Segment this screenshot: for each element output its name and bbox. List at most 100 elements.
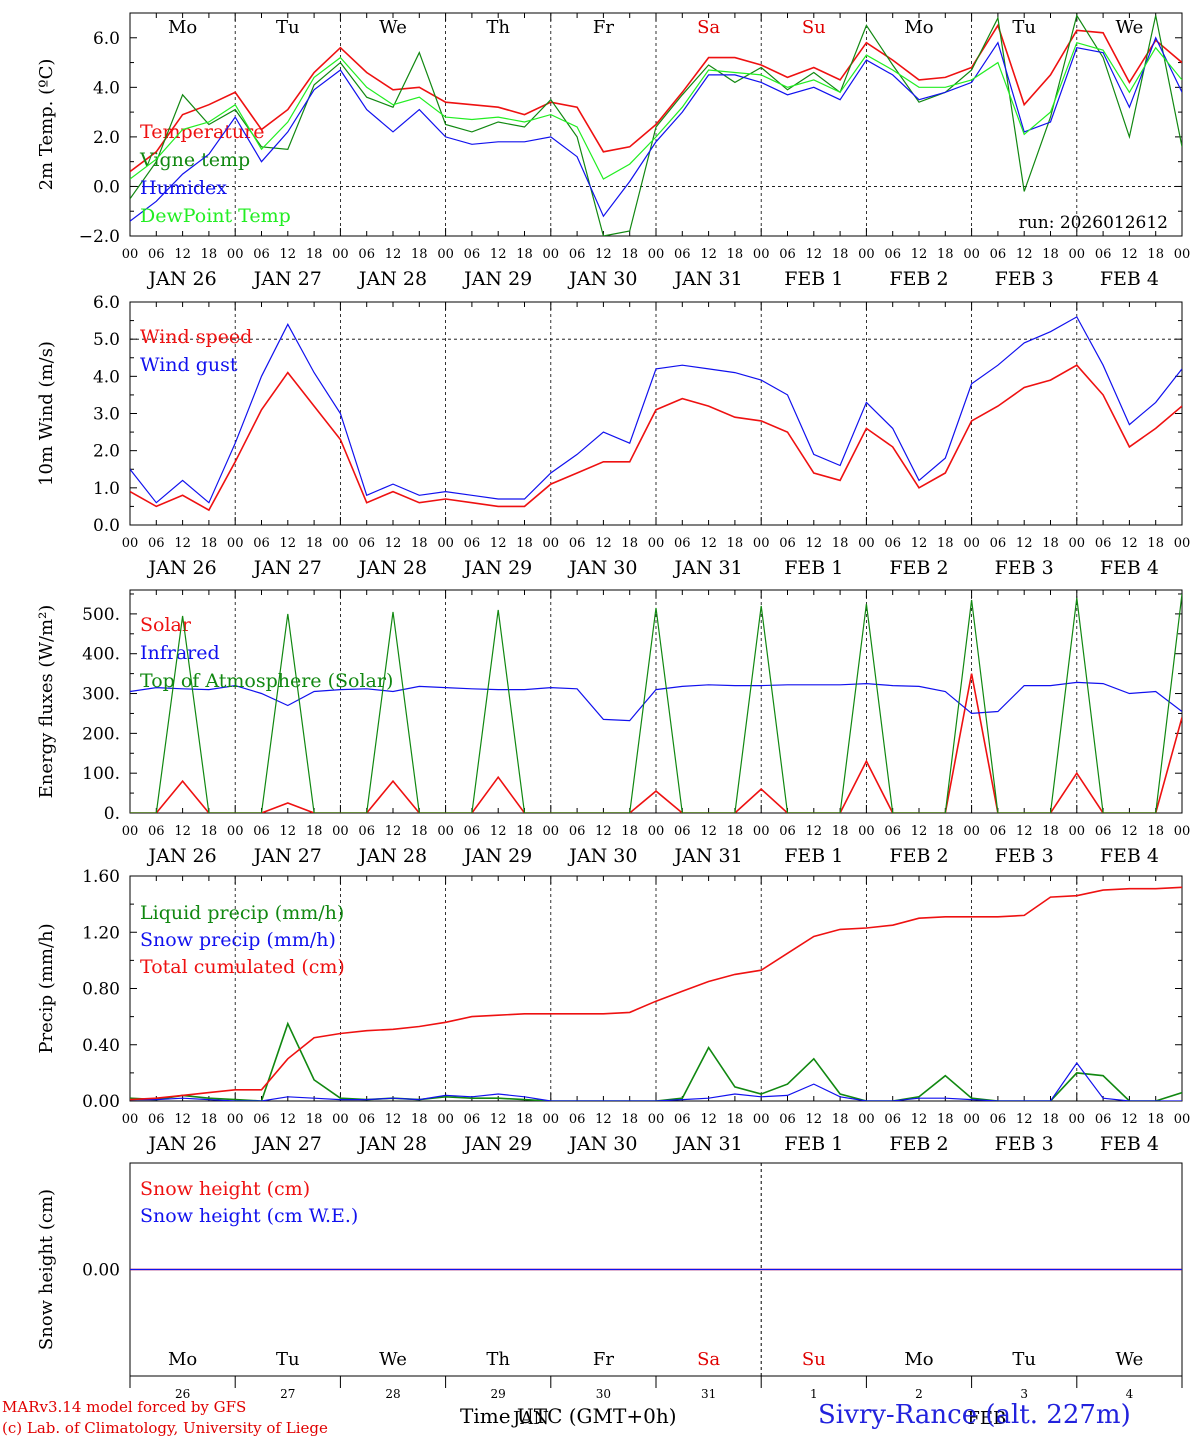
legend-entry: Snow precip (mm/h) xyxy=(140,929,336,951)
hour-tick-label: 18 xyxy=(1042,536,1059,551)
weekday-label: Mo xyxy=(168,1349,197,1370)
hour-tick-label: 00 xyxy=(437,247,454,262)
hour-tick-label: 12 xyxy=(700,1112,717,1127)
weekday-label: Th xyxy=(486,1349,510,1370)
hour-tick-label: 00 xyxy=(1069,1112,1086,1127)
hour-tick-label: 00 xyxy=(122,824,139,839)
hour-tick-label: 06 xyxy=(148,1112,165,1127)
hour-tick-label: 06 xyxy=(990,247,1007,262)
date-label: JAN 27 xyxy=(252,268,322,290)
hour-tick-label: 18 xyxy=(201,824,218,839)
hour-tick-label: 00 xyxy=(963,1112,980,1127)
hour-tick-label: 06 xyxy=(358,536,375,551)
legend-entry: Vigne temp xyxy=(139,149,250,171)
hour-tick-label: 06 xyxy=(464,247,481,262)
day-number-label: 29 xyxy=(491,1387,506,1401)
date-label: JAN 31 xyxy=(673,557,743,579)
hour-tick-label: 00 xyxy=(227,247,244,262)
date-label: JAN 28 xyxy=(357,557,427,579)
hour-tick-label: 18 xyxy=(516,1112,533,1127)
hour-tick-label: 12 xyxy=(490,536,507,551)
date-label: FEB 1 xyxy=(784,557,843,579)
hour-tick-label: 00 xyxy=(122,536,139,551)
y-tick-label: 1.0 xyxy=(93,479,120,499)
series-line-solar xyxy=(130,673,1182,813)
hour-tick-label: 06 xyxy=(148,536,165,551)
legend-entry: Snow height (cm) xyxy=(140,1178,310,1200)
date-label: FEB 3 xyxy=(995,1133,1054,1155)
y-tick-label: 0.80 xyxy=(82,980,120,1000)
hour-tick-label: 06 xyxy=(1095,247,1112,262)
weekday-label: Mo xyxy=(168,17,197,38)
hour-tick-label: 18 xyxy=(621,536,638,551)
hour-tick-label: 06 xyxy=(990,1112,1007,1127)
date-label: FEB 1 xyxy=(784,845,843,867)
hour-tick-label: 06 xyxy=(779,1112,796,1127)
hour-tick-label: 06 xyxy=(884,247,901,262)
series-line-wind-speed xyxy=(130,364,1182,512)
series-line-infrared xyxy=(130,681,1182,722)
hour-tick-label: 18 xyxy=(516,247,533,262)
day-number-label: 28 xyxy=(385,1387,400,1401)
hour-tick-label: 18 xyxy=(832,247,849,262)
hour-tick-label: 12 xyxy=(490,824,507,839)
hour-tick-label: 06 xyxy=(779,247,796,262)
legend-entry: Snow height (cm W.E.) xyxy=(140,1205,358,1227)
hour-tick-label: 18 xyxy=(411,1112,428,1127)
weekday-label: Tu xyxy=(1012,1349,1036,1370)
hour-tick-label: 12 xyxy=(385,247,402,262)
date-label: FEB 2 xyxy=(889,268,948,290)
hour-tick-label: 18 xyxy=(1042,247,1059,262)
y-axis-title: Energy fluxes (W/m²) xyxy=(36,605,57,799)
hour-tick-label: 18 xyxy=(1147,1112,1164,1127)
date-label: JAN 26 xyxy=(147,557,217,579)
y-tick-label: 400. xyxy=(82,645,120,665)
weekday-label: We xyxy=(1116,1349,1144,1370)
hour-tick-label: 12 xyxy=(911,1112,928,1127)
series-line-total-cumulated-cm- xyxy=(130,886,1182,1101)
hour-tick-label: 00 xyxy=(858,1112,875,1127)
date-label: JAN 29 xyxy=(462,557,532,579)
hour-tick-label: 06 xyxy=(569,824,586,839)
hour-tick-label: 12 xyxy=(1016,1112,1033,1127)
y-tick-label: 2.0 xyxy=(93,442,120,462)
hour-tick-label: 00 xyxy=(227,1112,244,1127)
date-label: JAN 27 xyxy=(252,845,322,867)
hour-tick-label: 00 xyxy=(858,247,875,262)
date-label: JAN 30 xyxy=(567,557,637,579)
legend-entry: Total cumulated (cm) xyxy=(140,956,345,978)
hour-tick-label: 12 xyxy=(595,824,612,839)
date-label: JAN 30 xyxy=(567,1133,637,1155)
hour-tick-label: 00 xyxy=(648,824,665,839)
y-tick-label: 0.0 xyxy=(93,177,120,197)
hour-tick-label: 12 xyxy=(385,1112,402,1127)
hour-tick-label: 00 xyxy=(753,1112,770,1127)
date-label: FEB 2 xyxy=(889,1133,948,1155)
hour-tick-label: 12 xyxy=(280,536,297,551)
hour-tick-label: 00 xyxy=(227,536,244,551)
hour-tick-label: 12 xyxy=(700,247,717,262)
date-label: FEB 1 xyxy=(784,268,843,290)
hour-tick-label: 12 xyxy=(1121,536,1138,551)
lab-credit: (c) Lab. of Climatology, University of L… xyxy=(2,1419,328,1437)
hour-tick-label: 18 xyxy=(306,536,323,551)
hour-tick-label: 18 xyxy=(1042,824,1059,839)
date-label: FEB 4 xyxy=(1100,845,1159,867)
weekday-label: Th xyxy=(486,17,510,38)
y-tick-label: 4.0 xyxy=(93,367,120,387)
hour-tick-label: 00 xyxy=(437,1112,454,1127)
hour-tick-label: 06 xyxy=(253,824,270,839)
y-tick-label: 3.0 xyxy=(93,405,120,425)
legend-entry: Infrared xyxy=(140,642,220,664)
date-label: JAN 26 xyxy=(147,845,217,867)
hour-tick-label: 12 xyxy=(911,247,928,262)
weekday-label: Fr xyxy=(593,17,614,38)
hour-tick-label: 00 xyxy=(963,536,980,551)
hour-tick-label: 00 xyxy=(1069,536,1086,551)
month-label: FEB xyxy=(967,1408,1006,1429)
date-label: FEB 2 xyxy=(889,557,948,579)
weekday-label: Sa xyxy=(697,1349,720,1370)
hour-tick-label: 18 xyxy=(516,824,533,839)
hour-tick-label: 12 xyxy=(595,1112,612,1127)
hour-tick-label: 00 xyxy=(543,247,560,262)
